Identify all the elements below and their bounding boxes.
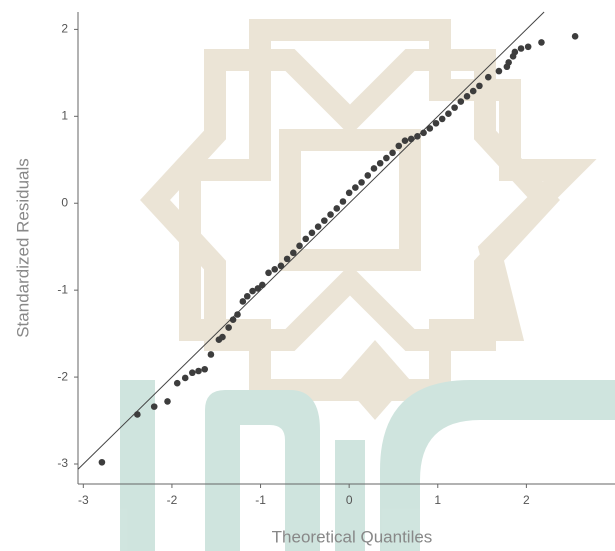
y-axis-title: Standardized Residuals bbox=[13, 158, 32, 338]
point bbox=[445, 110, 452, 118]
reference-line bbox=[77, 11, 545, 470]
point bbox=[150, 403, 158, 410]
y-tick-label: 1 bbox=[61, 108, 68, 122]
point bbox=[283, 255, 291, 263]
x-tick-label: 0 bbox=[346, 493, 353, 507]
point bbox=[339, 198, 347, 205]
point bbox=[239, 298, 247, 305]
point bbox=[414, 133, 421, 140]
point bbox=[571, 33, 579, 40]
point bbox=[134, 411, 141, 418]
point bbox=[484, 73, 492, 81]
point bbox=[201, 365, 209, 373]
point bbox=[420, 129, 427, 137]
point bbox=[395, 142, 403, 150]
point bbox=[234, 311, 241, 318]
x-tick-label: -3 bbox=[78, 493, 89, 507]
point bbox=[225, 324, 232, 331]
point bbox=[164, 398, 171, 405]
point bbox=[505, 59, 512, 66]
plot-area: -3 -2 -1 0 1 2 -3 -2 -1 0 1 2 bbox=[57, 11, 615, 507]
point bbox=[432, 119, 440, 127]
point bbox=[401, 137, 409, 144]
point bbox=[383, 154, 390, 162]
point bbox=[98, 458, 106, 466]
point bbox=[314, 223, 322, 231]
x-axis-title: Theoretical Quantiles bbox=[272, 527, 433, 546]
point bbox=[370, 165, 378, 172]
point bbox=[271, 265, 279, 273]
y-tick-label: 0 bbox=[61, 195, 68, 209]
point bbox=[345, 189, 353, 197]
point bbox=[376, 159, 384, 167]
point bbox=[358, 179, 365, 186]
y-tick-label: 2 bbox=[61, 22, 68, 36]
point bbox=[438, 115, 446, 123]
point bbox=[207, 351, 215, 358]
point bbox=[407, 135, 415, 143]
point bbox=[181, 374, 189, 382]
point bbox=[451, 104, 458, 111]
point bbox=[538, 39, 545, 46]
x-tick-label: -1 bbox=[255, 493, 266, 507]
point bbox=[469, 87, 477, 95]
x-tick-label: 2 bbox=[523, 493, 530, 507]
point bbox=[463, 93, 471, 100]
point bbox=[277, 262, 285, 270]
point bbox=[321, 217, 328, 224]
x-tick-label: -2 bbox=[167, 493, 178, 507]
point bbox=[189, 369, 196, 377]
watermark bbox=[120, 19, 615, 551]
point bbox=[511, 48, 519, 56]
point bbox=[219, 333, 226, 341]
point bbox=[229, 316, 237, 324]
point bbox=[389, 149, 396, 157]
point bbox=[195, 367, 202, 375]
point bbox=[254, 285, 262, 292]
point bbox=[259, 281, 266, 289]
point bbox=[457, 98, 465, 105]
point bbox=[352, 184, 359, 191]
point bbox=[249, 287, 256, 295]
point bbox=[517, 45, 525, 52]
y-tick-label: -3 bbox=[57, 456, 68, 470]
point bbox=[333, 205, 341, 212]
point bbox=[290, 249, 297, 257]
y-tick-label: -2 bbox=[57, 369, 68, 383]
point bbox=[173, 379, 181, 387]
point bbox=[364, 172, 372, 179]
point bbox=[296, 242, 303, 250]
point bbox=[426, 125, 434, 132]
point bbox=[327, 211, 334, 218]
point bbox=[302, 235, 310, 243]
point bbox=[524, 43, 532, 51]
point bbox=[476, 82, 483, 90]
point bbox=[495, 67, 503, 75]
point bbox=[243, 292, 251, 300]
y-tick-label: -1 bbox=[57, 282, 68, 296]
point bbox=[308, 229, 316, 237]
point bbox=[265, 269, 272, 277]
x-tick-label: 1 bbox=[434, 493, 441, 507]
